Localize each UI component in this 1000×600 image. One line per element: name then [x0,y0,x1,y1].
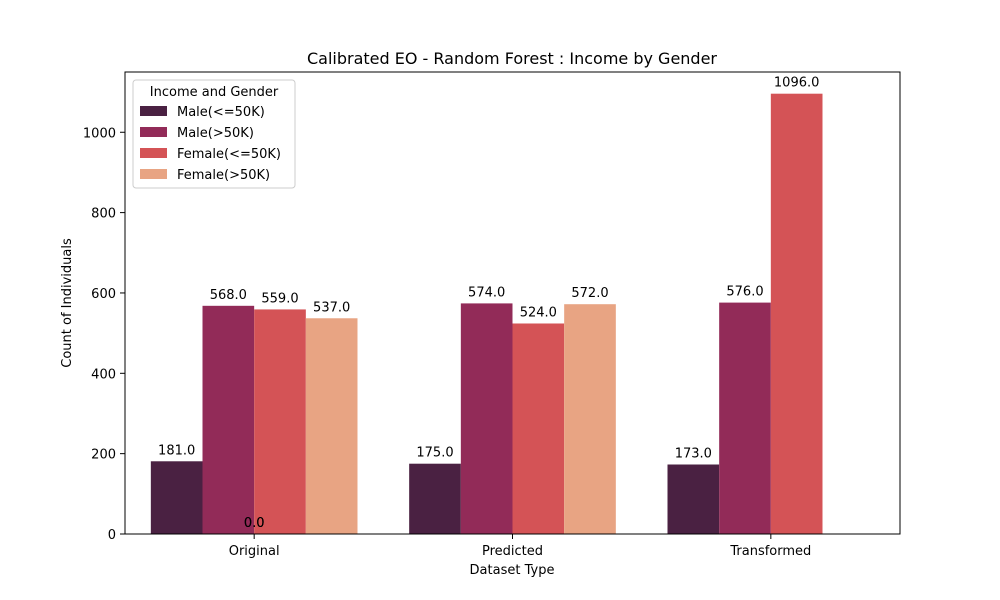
bar [150,461,203,534]
y-axis-label: Count of Individuals [60,238,75,368]
legend-entry: Male(<=50K) [177,105,265,120]
x-tick-label: Transformed [729,544,811,559]
legend-title: Income and Gender [150,85,279,100]
bar [305,318,358,534]
legend-entry: Male(>50K) [177,126,254,141]
bar [254,309,306,534]
annotation-label: 0.0 [244,516,265,531]
y-tick-label: 0 [108,528,116,543]
data-label: 568.0 [210,288,247,303]
legend-swatch [140,127,167,137]
legend-swatch [140,148,167,158]
data-label: 572.0 [571,286,608,301]
data-label: 576.0 [726,285,763,300]
bar [409,463,461,534]
legend-entry: Female(<=50K) [177,147,281,162]
plot-area: 181.0 175.0 173.0 568.0 574.0 576.0 559.0 524.0… [83,71,901,559]
y-tick-label: 400 [91,367,116,382]
y-tick-label: 1000 [83,126,116,141]
bar [770,93,823,535]
y-tick-label: 200 [91,448,116,463]
data-label: 559.0 [261,291,298,306]
y-tick-label: 800 [91,207,116,222]
bar [512,323,565,534]
bar [667,464,720,534]
x-axis-label: Dataset Type [470,563,555,578]
legend-entry: Female(>50K) [177,168,270,183]
x-tick-label: Original [229,544,280,559]
annotation-label: 0.0 [244,516,265,531]
bar [564,304,616,534]
data-label: 181.0 [158,443,195,458]
bar [202,305,255,534]
data-label: 1096.0 [774,76,820,91]
legend-swatch [140,169,167,179]
bar [719,302,771,534]
legend-box [132,79,296,189]
x-tick-label: Predicted [482,544,543,559]
data-label: 173.0 [675,446,712,461]
legend-swatch [140,106,167,116]
data-label: 524.0 [520,305,557,320]
legend: Income and Gender Male(<=50K) Male(>50K) Fe… [132,79,296,189]
y-tick-label: 600 [91,287,116,302]
chart-title: Calibrated EO - Random Forest : Income b… [307,49,717,68]
data-label: 175.0 [416,446,453,461]
data-label: 537.0 [313,300,350,315]
bar [460,303,513,534]
data-label: 574.0 [468,285,505,300]
